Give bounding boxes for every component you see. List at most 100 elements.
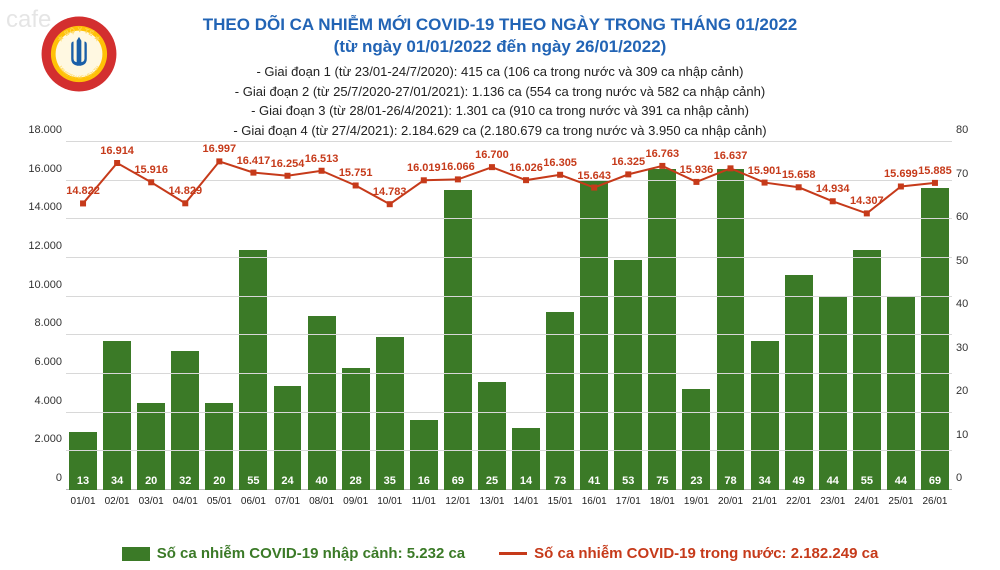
bar: 16 <box>410 420 438 490</box>
x-axis-label: 06/01 <box>241 496 266 507</box>
bar-value-label: 41 <box>588 475 600 487</box>
bar: 40 <box>308 316 336 490</box>
y-right-tick: 60 <box>956 211 986 223</box>
bar-slot: 5506/01 <box>236 142 270 490</box>
bar: 34 <box>751 341 779 490</box>
bar-slot: 2407/01 <box>270 142 304 490</box>
y-left-tick: 2.000 <box>12 433 62 445</box>
y-left-tick: 14.000 <box>12 201 62 213</box>
bar-value-label: 44 <box>895 475 907 487</box>
y-left-tick: 16.000 <box>12 163 62 175</box>
y-right-tick: 20 <box>956 385 986 397</box>
bar-value-label: 73 <box>554 475 566 487</box>
bar-value-label: 24 <box>281 475 293 487</box>
y-left-tick: 18.000 <box>12 124 62 136</box>
y-right-tick: 30 <box>956 342 986 354</box>
bar-slot: 4922/01 <box>782 142 816 490</box>
bar-slot: 3510/01 <box>373 142 407 490</box>
bar-value-label: 78 <box>724 475 736 487</box>
bar-slot: 6926/01 <box>918 142 952 490</box>
grid-line <box>66 412 952 413</box>
bar-slot: 3421/01 <box>748 142 782 490</box>
bar-value-label: 75 <box>656 475 668 487</box>
legend-line-text: Số ca nhiễm COVID-19 trong nước: 2.182.2… <box>534 545 878 562</box>
bar-slot: 7518/01 <box>645 142 679 490</box>
note-1: - Giai đoạn 1 (từ 23/01-24/7/2020): 415 … <box>0 62 1000 82</box>
bar-slot: 2003/01 <box>134 142 168 490</box>
bar: 28 <box>342 368 370 490</box>
x-axis-label: 22/01 <box>786 496 811 507</box>
grid-line <box>66 180 952 181</box>
chart-titles: THEO DÕI CA NHIỄM MỚI COVID-19 THEO NGÀY… <box>0 0 1000 58</box>
title-line-2: (từ ngày 01/01/2022 đến ngày 26/01/2022) <box>0 36 1000 58</box>
bar: 55 <box>853 250 881 490</box>
bar: 49 <box>785 275 813 490</box>
note-3: - Giai đoạn 3 (từ 28/01-26/4/2021): 1.30… <box>0 101 1000 121</box>
bar: 20 <box>137 403 165 490</box>
bar: 24 <box>274 386 302 490</box>
bar-slot: 4008/01 <box>305 142 339 490</box>
bar-value-label: 55 <box>247 475 259 487</box>
watermark-text: cafe <box>6 6 51 34</box>
bar: 34 <box>103 341 131 490</box>
y-right-tick: 80 <box>956 124 986 136</box>
bar-slot: 7820/01 <box>713 142 747 490</box>
bar: 14 <box>512 428 540 490</box>
x-axis-label: 26/01 <box>922 496 947 507</box>
bar-value-label: 35 <box>384 475 396 487</box>
x-axis-label: 24/01 <box>854 496 879 507</box>
bar-value-label: 20 <box>213 475 225 487</box>
bar: 13 <box>69 432 97 490</box>
bar-slot: 2513/01 <box>475 142 509 490</box>
bar-value-label: 69 <box>929 475 941 487</box>
bar-value-label: 34 <box>758 475 770 487</box>
bar-value-label: 49 <box>793 475 805 487</box>
grid-line <box>66 334 952 335</box>
legend-bar-text: Số ca nhiễm COVID-19 nhập cảnh: 5.232 ca <box>157 545 465 562</box>
bar-value-label: 55 <box>861 475 873 487</box>
x-axis-label: 10/01 <box>377 496 402 507</box>
bar: 78 <box>717 169 745 490</box>
grid-line <box>66 141 952 142</box>
legend: Số ca nhiễm COVID-19 nhập cảnh: 5.232 ca… <box>0 545 1000 562</box>
y-right-tick: 40 <box>956 298 986 310</box>
x-axis-label: 18/01 <box>650 496 675 507</box>
bar-slot: 1611/01 <box>407 142 441 490</box>
x-axis-label: 09/01 <box>343 496 368 507</box>
grid-line <box>66 450 952 451</box>
legend-bar-swatch <box>122 547 150 561</box>
bar-slot: 2005/01 <box>202 142 236 490</box>
x-axis-label: 07/01 <box>275 496 300 507</box>
bar-value-label: 14 <box>520 475 532 487</box>
bar-value-label: 16 <box>418 475 430 487</box>
y-left-tick: 4.000 <box>12 395 62 407</box>
x-axis-label: 01/01 <box>71 496 96 507</box>
x-axis-label: 23/01 <box>820 496 845 507</box>
bar: 75 <box>648 169 676 490</box>
x-axis-label: 02/01 <box>105 496 130 507</box>
grid-line <box>66 373 952 374</box>
y-right-tick: 0 <box>956 472 986 484</box>
x-axis-label: 03/01 <box>139 496 164 507</box>
stage-notes: - Giai đoạn 1 (từ 23/01-24/7/2020): 415 … <box>0 62 1000 140</box>
y-left-tick: 12.000 <box>12 240 62 252</box>
bar-slot: 4425/01 <box>884 142 918 490</box>
x-axis-label: 08/01 <box>309 496 334 507</box>
legend-line: Số ca nhiễm COVID-19 trong nước: 2.182.2… <box>499 545 878 562</box>
bar-value-label: 32 <box>179 475 191 487</box>
bar: 55 <box>239 250 267 490</box>
bar-slot: 1301/01 <box>66 142 100 490</box>
x-axis-label: 14/01 <box>514 496 539 507</box>
bar-slot: 2319/01 <box>679 142 713 490</box>
bar-value-label: 34 <box>111 475 123 487</box>
x-axis-label: 20/01 <box>718 496 743 507</box>
y-right-tick: 50 <box>956 255 986 267</box>
bar: 35 <box>376 337 404 490</box>
y-left-tick: 8.000 <box>12 317 62 329</box>
bar-slot: 3204/01 <box>168 142 202 490</box>
bar-slot: 6912/01 <box>441 142 475 490</box>
bar-slot: 4423/01 <box>816 142 850 490</box>
x-axis-label: 13/01 <box>479 496 504 507</box>
bars-layer: 1301/013402/012003/013204/012005/015506/… <box>66 142 952 490</box>
bar-slot: 1414/01 <box>509 142 543 490</box>
